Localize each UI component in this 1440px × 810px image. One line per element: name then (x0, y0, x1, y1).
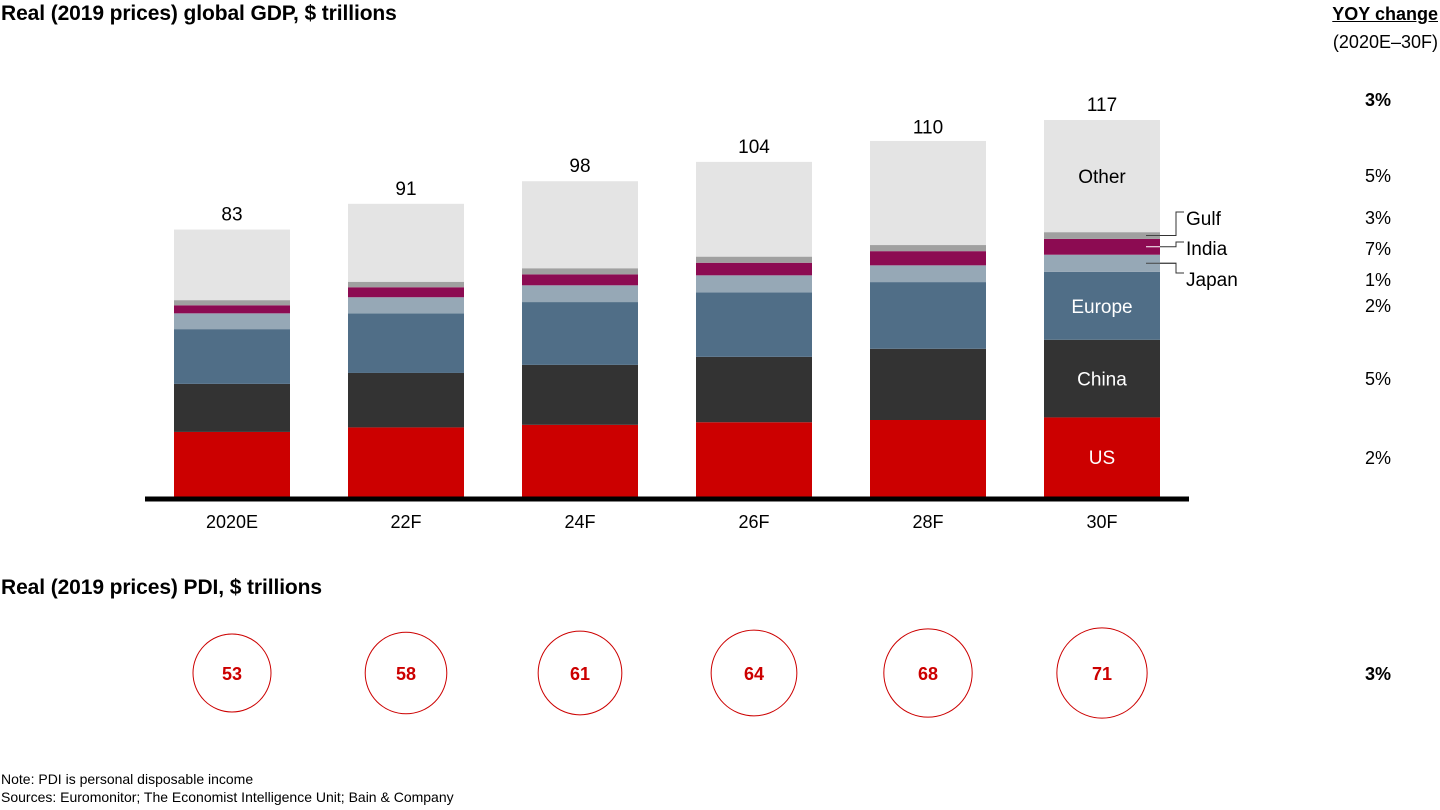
yoy-header-title: YOY change (1332, 4, 1438, 24)
total-label-24f: 98 (569, 156, 590, 177)
pdi-value-22f: 58 (396, 664, 416, 684)
pdi-value-30f: 71 (1092, 664, 1112, 684)
gdp-chart-title: Real (2019 prices) global GDP, $ trillio… (1, 2, 397, 25)
callout-label-japan: Japan (1186, 270, 1238, 291)
x-tick-2020e: 2020E (206, 512, 258, 532)
segment-label-us: US (1089, 448, 1115, 469)
bar-segment-japan-28f (870, 265, 986, 283)
yoy-total-gdp: 3% (1365, 90, 1391, 110)
bar-segment-china-22f (348, 372, 464, 428)
callout-label-gulf: Gulf (1186, 209, 1222, 230)
callout-label-india: India (1186, 239, 1228, 260)
pdi-circle-28f (883, 628, 973, 718)
bar-segment-india-28f (870, 251, 986, 266)
bar-segment-china-26f (696, 356, 812, 423)
bar-segment-europe-28f (870, 282, 986, 349)
pdi-circle-30f (1056, 627, 1148, 719)
bar-segment-gulf-28f (870, 245, 986, 252)
bar-segment-us-2020e (174, 431, 290, 497)
yoy-europe: 2% (1365, 296, 1391, 316)
pdi-value-24f: 61 (570, 664, 590, 684)
segment-label-europe: Europe (1071, 297, 1132, 318)
bar-segment-us-30f (1044, 417, 1160, 497)
bar-segment-india-22f (348, 287, 464, 298)
total-label-28f: 110 (913, 118, 943, 139)
bar-segment-india-26f (696, 262, 812, 276)
pdi-circle-26f (710, 629, 798, 717)
bar-segment-japan-22f (348, 297, 464, 314)
bar-segment-europe-24f (522, 302, 638, 365)
segment-label-other: Other (1078, 167, 1126, 188)
bar-segment-other-28f (870, 140, 986, 246)
callout-leader-gulf (1160, 211, 1184, 237)
bar-segment-europe-22f (348, 313, 464, 373)
bar-segment-japan-2020e (174, 313, 290, 330)
yoy-other: 5% (1365, 166, 1391, 186)
pdi-chart-title: Real (2019 prices) PDI, $ trillions (1, 576, 322, 599)
yoy-header-period: (2020E–30F) (1332, 32, 1438, 52)
bar-segment-japan-30f (1044, 254, 1160, 272)
bar-segment-other-30f (1044, 120, 1160, 233)
bar-segment-japan-26f (696, 275, 812, 293)
x-tick-labels: 2020E 22F 24F 26F 28F 30F (206, 512, 1118, 532)
bar-segment-other-22f (348, 203, 464, 282)
pdi-circle-24f (537, 630, 623, 716)
bar-segment-gulf-26f (696, 256, 812, 263)
bar-segment-india-2020e (174, 305, 290, 314)
total-label-30f: 117 (1087, 95, 1117, 116)
x-tick-22f: 22F (390, 512, 421, 532)
bar-segment-us-26f (696, 422, 812, 497)
bar-segment-china-30f (1044, 339, 1160, 418)
sources-text: Sources: Euromonitor; The Economist Inte… (1, 789, 454, 805)
pdi-value-28f: 68 (918, 664, 938, 684)
bar-segment-us-24f (522, 424, 638, 497)
yoy-gulf: 3% (1365, 208, 1391, 228)
total-label-26f: 104 (738, 137, 770, 158)
note-text: Note: PDI is personal disposable income (1, 771, 254, 787)
bar-segment-gulf-24f (522, 268, 638, 275)
yoy-japan: 1% (1365, 270, 1391, 290)
callout-leader-japan (1160, 262, 1184, 274)
footnotes: Note: PDI is personal disposable income … (1, 770, 454, 806)
pdi-circle-22f (364, 631, 448, 715)
bar-segment-china-2020e (174, 383, 290, 432)
bar-segment-gulf-2020e (174, 300, 290, 306)
yoy-us: 2% (1365, 448, 1391, 468)
bar-segment-india-24f (522, 274, 638, 286)
x-tick-28f: 28F (912, 512, 943, 532)
x-tick-30f: 30F (1086, 512, 1117, 532)
bar-segment-other-26f (696, 161, 812, 257)
bar-segment-china-28f (870, 348, 986, 420)
bar-segment-other-2020e (174, 229, 290, 301)
total-label-2020e: 83 (221, 205, 242, 226)
bar-segment-china-24f (522, 364, 638, 425)
x-tick-24f: 24F (564, 512, 595, 532)
bar-segment-europe-30f (1044, 271, 1160, 340)
gdp-labels: 83 91 98 104 110 117 US China Europe Other Gulf Ind… (221, 95, 1237, 469)
yoy-china: 5% (1365, 369, 1391, 389)
pdi-value-2020e: 53 (222, 664, 242, 684)
bar-segment-gulf-22f (348, 281, 464, 288)
bar-segment-gulf-30f (1044, 232, 1160, 239)
yoy-column: 3% 2% 5% 2% 1% 7% 3% 5% (1365, 90, 1391, 468)
bar-segment-europe-2020e (174, 329, 290, 384)
total-label-22f: 91 (395, 179, 416, 200)
pdi-value-26f: 64 (744, 664, 764, 684)
segment-label-china: China (1077, 370, 1127, 391)
yoy-india: 7% (1365, 239, 1391, 259)
pdi-circles: 53 58 61 64 68 71 3% (192, 627, 1391, 719)
bar-segment-us-22f (348, 427, 464, 497)
callout-leader-india (1160, 241, 1184, 248)
yoy-header: YOY change (2020E–30F) (1332, 4, 1438, 53)
bar-segment-japan-24f (522, 285, 638, 303)
bar-segment-other-24f (522, 181, 638, 269)
pdi-circle-2020e (192, 633, 272, 713)
gdp-bars (174, 120, 1160, 497)
bar-segment-europe-26f (696, 292, 812, 357)
x-tick-26f: 26F (738, 512, 769, 532)
bar-segment-us-28f (870, 419, 986, 497)
yoy-pdi: 3% (1365, 664, 1391, 684)
bar-segment-india-30f (1044, 238, 1160, 255)
